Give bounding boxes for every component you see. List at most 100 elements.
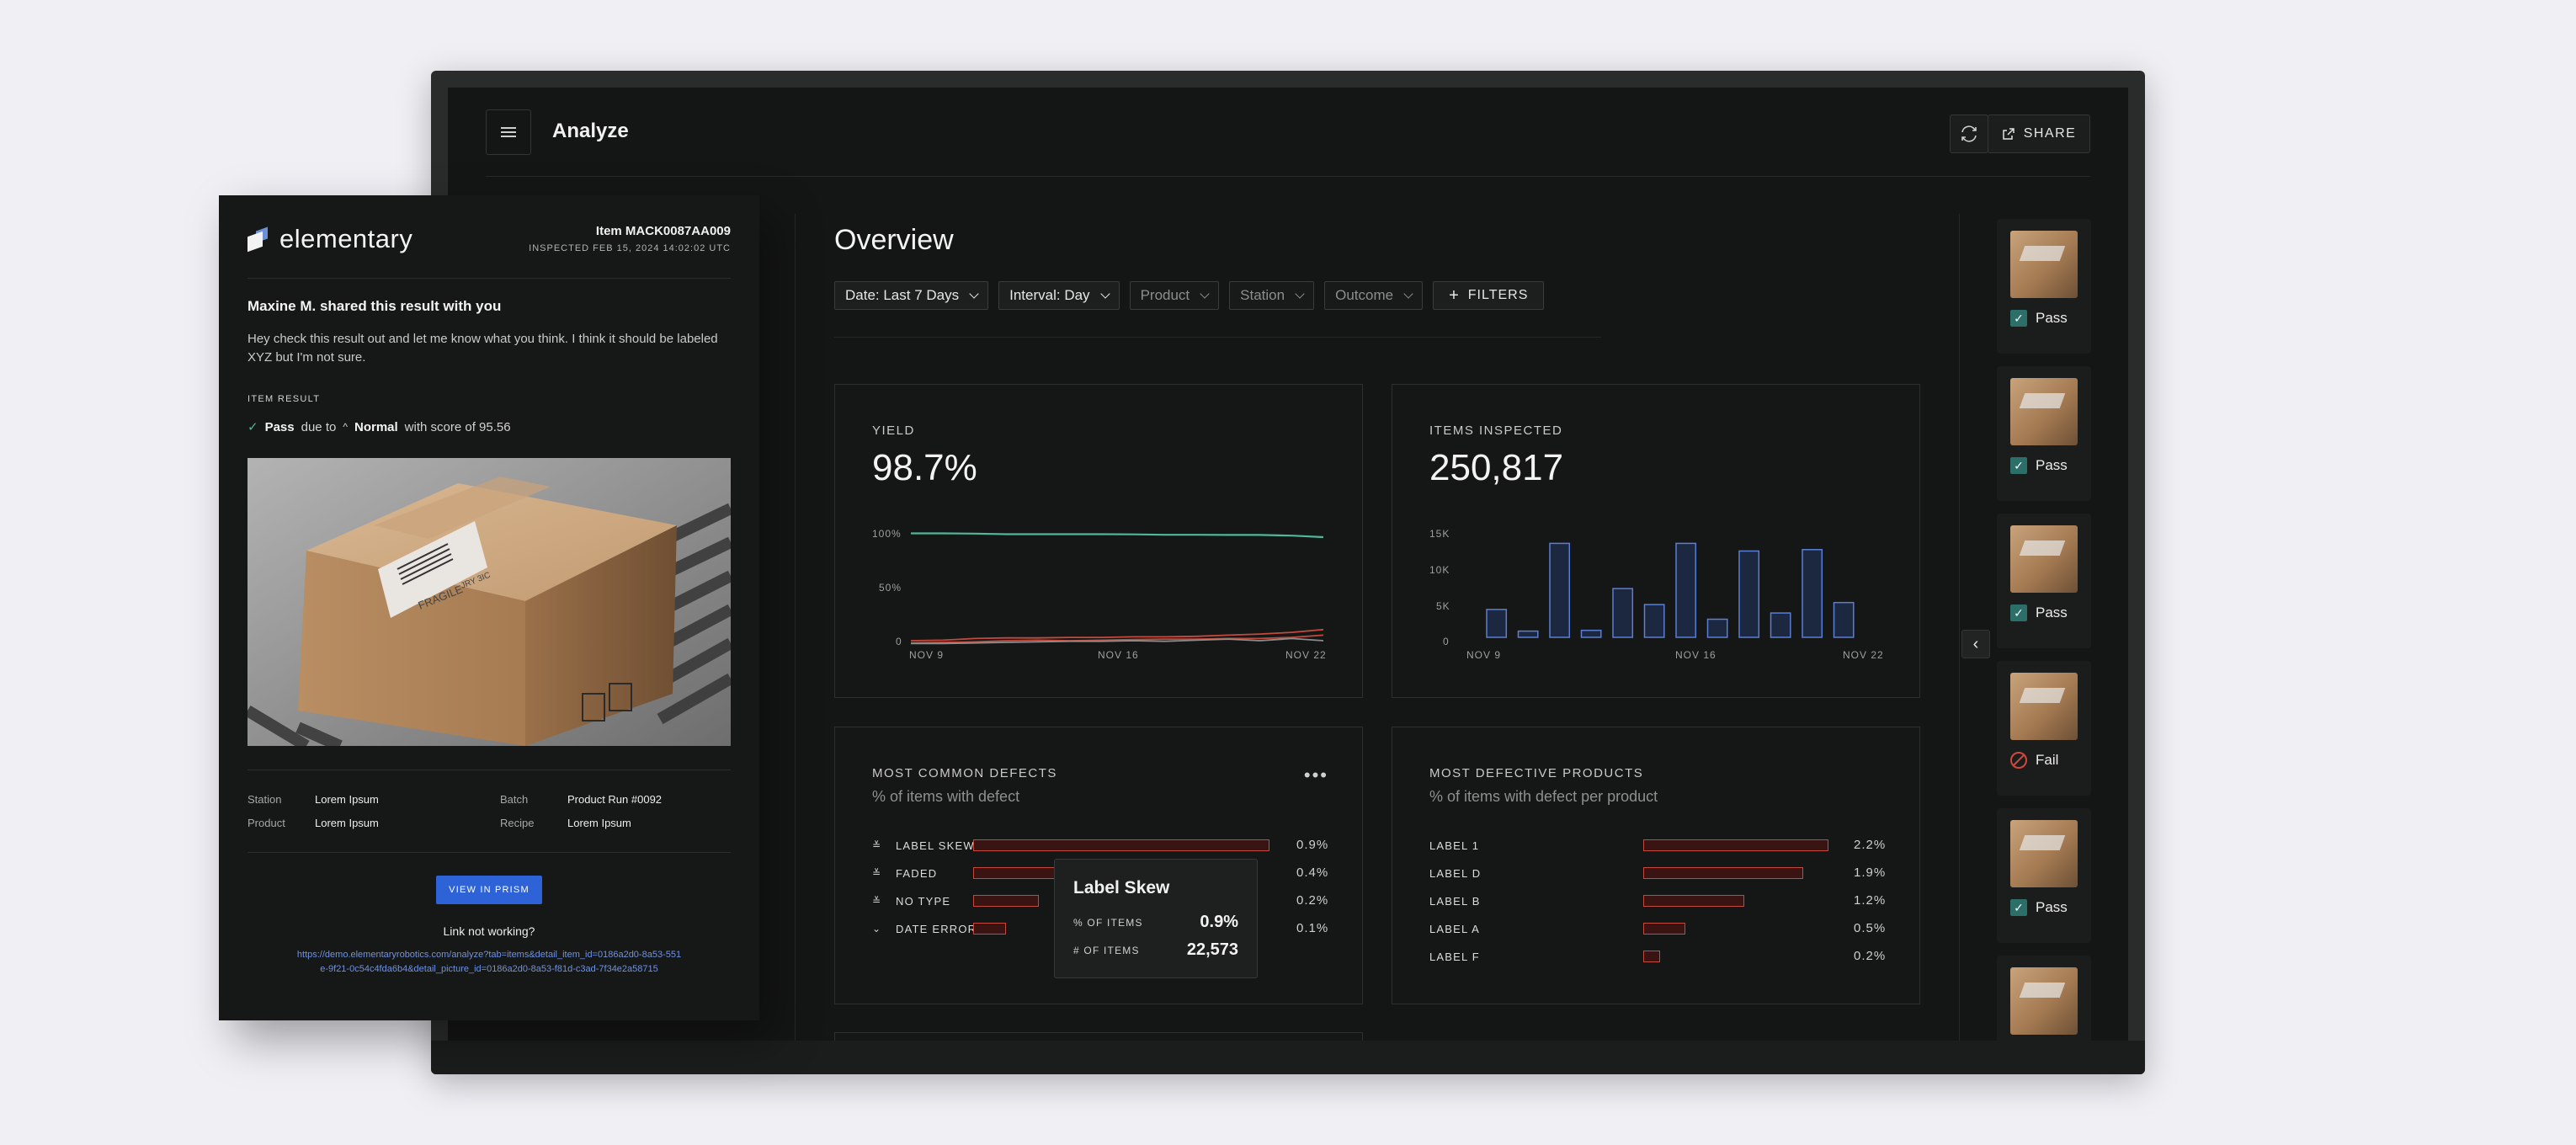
items-bar[interactable] <box>1738 550 1760 638</box>
thumbnail-image <box>2010 820 2078 887</box>
thumbnail-item[interactable]: ✓ Pass <box>1997 808 2091 943</box>
bar-row-label: LABEL B <box>1429 894 1481 908</box>
share-button[interactable]: SHARE <box>1988 114 2090 153</box>
defect-bar[interactable] <box>1643 867 1803 879</box>
yield-series-line <box>911 628 1323 642</box>
divider <box>247 852 731 853</box>
defect-bar[interactable] <box>1643 951 1660 962</box>
defects-label: MOST COMMON DEFECTS <box>872 766 1057 780</box>
filter-station[interactable]: Station <box>1229 281 1315 310</box>
tooltip-value: 0.9% <box>1200 913 1238 931</box>
tooltip-key: % OF ITEMS <box>1073 917 1143 929</box>
items-bar[interactable] <box>1486 609 1508 638</box>
items-bar[interactable] <box>1833 601 1855 638</box>
items-inspected-value: 250,817 <box>1429 447 1564 488</box>
severity-icon: ≚ <box>872 867 882 879</box>
defect-bar[interactable] <box>973 839 1269 851</box>
check-icon: ✓ <box>2010 310 2027 327</box>
severity-icon: ≚ <box>872 895 882 907</box>
bar-row-label: ⌄ DATE ERROR <box>872 922 977 935</box>
view-in-prism-button[interactable]: VIEW IN PRISM <box>436 876 542 904</box>
share-icon <box>2002 128 2014 140</box>
meta-key: Product <box>247 817 285 829</box>
bar-value-label: 1.2% <box>1854 893 1887 908</box>
result-summary: ✓ Pass due to ^ Normal with score of 95.… <box>247 419 511 435</box>
bar-row-label: LABEL 1 <box>1429 839 1480 852</box>
collapse-panel-button[interactable]: ‹ <box>1961 630 1990 658</box>
defect-bar[interactable] <box>973 895 1040 907</box>
filter-date[interactable]: Date: Last 7 Days <box>834 281 989 310</box>
items-bar[interactable] <box>1612 588 1634 638</box>
item-result-label: ITEM RESULT <box>247 394 321 404</box>
items-bar[interactable] <box>1643 604 1665 638</box>
bar-value-label: 0.5% <box>1854 921 1887 935</box>
items-bar[interactable] <box>1675 542 1697 638</box>
yield-label: YIELD <box>872 423 915 438</box>
divider <box>247 278 731 279</box>
chevron-down-icon <box>1099 289 1110 299</box>
meta-recipe: Recipe <box>500 817 534 829</box>
meta-product-value: Lorem Ipsum <box>315 817 379 829</box>
x-tick: NOV 16 <box>1098 649 1139 661</box>
thumbnail-item[interactable]: ✓ Pass <box>1997 514 2091 648</box>
defect-bar[interactable] <box>973 923 1007 935</box>
defect-bar[interactable] <box>1643 923 1685 935</box>
fail-icon <box>2010 752 2027 769</box>
thumbnail-item[interactable] <box>1997 956 2091 1041</box>
severity-icon: ⌄ <box>872 923 882 935</box>
refresh-button[interactable] <box>1950 114 1988 153</box>
thumbnail-item[interactable]: Fail <box>1997 661 2091 796</box>
left-divider <box>795 214 796 1041</box>
filters-button[interactable]: + FILTERS <box>1433 281 1545 310</box>
meta-value: Lorem Ipsum <box>567 817 631 829</box>
defect-bar[interactable] <box>1643 839 1828 851</box>
more-options-icon[interactable]: ••• <box>1303 764 1328 786</box>
filter-outcome[interactable]: Outcome <box>1324 281 1424 310</box>
next-card <box>834 1032 1363 1041</box>
bar-value-label: 0.1% <box>1296 921 1329 935</box>
items-bar[interactable] <box>1802 549 1823 638</box>
share-email: elementary Item MACK0087AA009 INSPECTED … <box>219 195 759 1020</box>
brand-logo: elementary <box>247 224 412 254</box>
chevron-up-icon: ^ <box>343 421 348 433</box>
bar-row-label: LABEL A <box>1429 922 1480 935</box>
check-icon: ✓ <box>2010 899 2027 916</box>
products-subtitle: % of items with defect per product <box>1429 788 1658 805</box>
status-label: Pass <box>2036 457 2068 473</box>
defects-subtitle: % of items with defect <box>872 788 1020 805</box>
products-card: MOST DEFECTIVE PRODUCTS % of items with … <box>1392 727 1920 1004</box>
bar-value-label: 2.2% <box>1854 838 1887 852</box>
inspection-photo: FRAGILE JRY 3IC <box>247 458 731 746</box>
tooltip-title: Label Skew <box>1073 878 1170 897</box>
menu-button[interactable] <box>486 109 531 155</box>
items-bar[interactable] <box>1706 618 1728 638</box>
defect-bar[interactable] <box>1643 895 1744 907</box>
filter-product[interactable]: Product <box>1129 281 1220 310</box>
filter-date-label: Date: Last 7 Days <box>845 287 960 303</box>
defect-tooltip: Label Skew % OF ITEMS 0.9% # OF ITEMS 22… <box>1054 859 1258 978</box>
x-tick: NOV 9 <box>909 649 945 661</box>
page-title: Analyze <box>552 120 629 142</box>
items-bar[interactable] <box>1549 542 1571 638</box>
thumbnail-item[interactable]: ✓ Pass <box>1997 219 2091 354</box>
shared-heading: Maxine M. shared this result with you <box>247 298 502 314</box>
meta-value: Product Run #0092 <box>567 793 663 806</box>
thumbnail-status: ✓ Pass <box>2010 604 2068 621</box>
filters-label: FILTERS <box>1467 288 1529 302</box>
meta-recipe-value: Lorem Ipsum <box>567 817 631 829</box>
meta-batch: Batch <box>500 793 528 806</box>
bar-value-label: 0.4% <box>1296 865 1329 880</box>
tooltip-key: # OF ITEMS <box>1073 945 1140 956</box>
items-bar[interactable] <box>1517 630 1539 638</box>
bar-row-label: LABEL D <box>1429 866 1482 880</box>
items-inspected-label: ITEMS INSPECTED <box>1429 423 1563 438</box>
filter-interval[interactable]: Interval: Day <box>998 281 1120 310</box>
package-photo: FRAGILE JRY 3IC <box>247 458 731 746</box>
hamburger-icon <box>501 127 516 137</box>
items-bar[interactable] <box>1580 629 1602 638</box>
filter-outcome-label: Outcome <box>1335 287 1394 303</box>
fallback-url[interactable]: https://demo.elementaryrobotics.com/anal… <box>296 950 682 974</box>
bar-value-label: 0.2% <box>1854 949 1887 963</box>
items-bar[interactable] <box>1770 612 1791 638</box>
thumbnail-item[interactable]: ✓ Pass <box>1997 366 2091 501</box>
